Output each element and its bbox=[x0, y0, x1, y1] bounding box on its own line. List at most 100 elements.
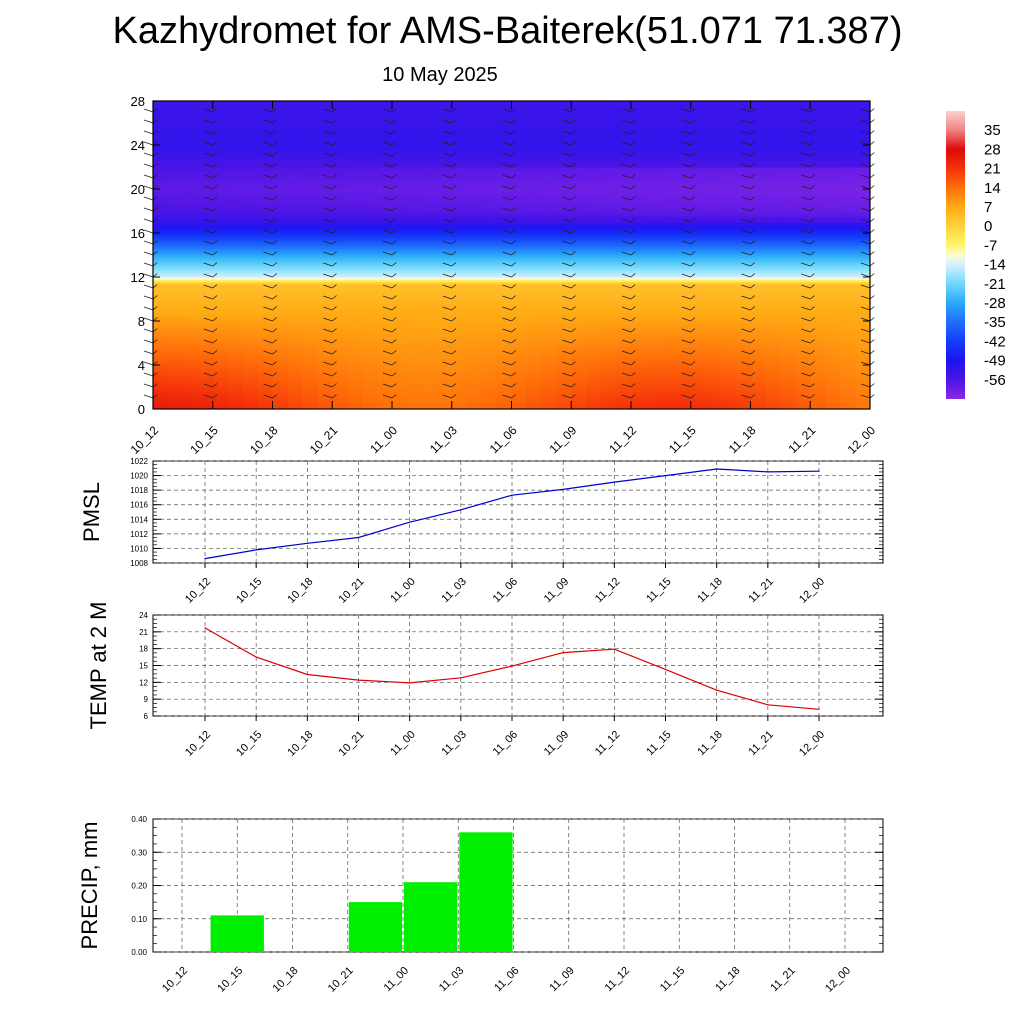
cross-section-cell bbox=[526, 162, 542, 166]
cross-section-cell bbox=[571, 107, 587, 111]
cross-section-cell bbox=[212, 395, 229, 399]
cross-section-cell bbox=[362, 395, 378, 399]
cross-section-cell bbox=[377, 367, 393, 370]
cross-section-cell bbox=[496, 373, 513, 377]
cross-section-cell bbox=[616, 391, 632, 395]
cross-section-cell bbox=[526, 349, 542, 353]
cross-section-cell bbox=[332, 334, 348, 337]
cross-section-cell bbox=[481, 189, 498, 192]
cross-section-cell bbox=[317, 123, 333, 126]
cross-section-cell bbox=[631, 305, 647, 309]
cross-section-cell bbox=[377, 123, 393, 126]
cross-section-cell bbox=[212, 272, 229, 276]
cross-section-cell bbox=[481, 279, 498, 282]
cross-section-cell bbox=[362, 138, 378, 142]
cross-section-cell bbox=[511, 191, 528, 194]
cross-section-cell bbox=[466, 343, 483, 346]
cross-section-cell bbox=[406, 127, 423, 131]
cross-section-cell bbox=[436, 180, 453, 183]
cross-section-cell bbox=[392, 208, 408, 212]
cross-section-cell bbox=[541, 153, 557, 157]
cross-section-cell bbox=[466, 349, 483, 353]
cross-section-cell bbox=[451, 259, 468, 263]
cross-section-cell bbox=[511, 261, 528, 265]
cross-section-cell bbox=[287, 193, 303, 197]
cross-section-cell bbox=[287, 371, 303, 375]
cross-section-cell bbox=[601, 246, 617, 249]
cross-section-cell bbox=[586, 400, 602, 403]
cross-section-cell bbox=[406, 292, 423, 296]
cross-section-cell bbox=[182, 103, 199, 106]
cross-section-cell bbox=[332, 329, 348, 333]
cross-section-cell bbox=[362, 279, 378, 282]
cross-section-cell bbox=[182, 285, 199, 289]
cross-section-cell bbox=[377, 204, 393, 208]
cross-section-cell bbox=[526, 310, 542, 313]
cross-section-cell bbox=[167, 120, 184, 124]
cross-section-cell bbox=[541, 354, 557, 357]
cross-section-cell bbox=[362, 147, 378, 150]
cross-section-cell bbox=[511, 222, 528, 225]
cross-section-cell bbox=[481, 219, 498, 223]
cross-section-cell bbox=[287, 314, 303, 318]
cross-section-cell bbox=[481, 149, 498, 153]
cross-section-cell bbox=[631, 250, 647, 254]
cross-section-cell bbox=[287, 112, 303, 115]
cross-section-cell bbox=[317, 204, 333, 208]
cross-section-cell bbox=[197, 173, 214, 177]
cross-section-cell bbox=[496, 272, 513, 276]
cross-section-cell bbox=[287, 296, 303, 300]
cross-section-cell bbox=[660, 178, 677, 181]
cross-section-cell bbox=[571, 347, 587, 351]
cross-section-cell bbox=[421, 178, 438, 181]
cross-section-cell bbox=[392, 362, 408, 366]
cross-section-cell bbox=[197, 279, 214, 282]
cross-section-cell bbox=[242, 279, 259, 282]
cross-section-cell bbox=[616, 318, 632, 322]
cross-section-cell bbox=[645, 208, 662, 212]
cross-section-cell bbox=[556, 239, 572, 243]
cross-section-cell bbox=[421, 116, 438, 120]
cross-section-cell bbox=[586, 107, 602, 111]
cross-section-cell bbox=[212, 301, 229, 304]
cross-section-cell bbox=[332, 380, 348, 384]
cross-section-cell bbox=[392, 347, 408, 351]
cross-section-cell bbox=[212, 329, 229, 333]
cross-section-cell bbox=[631, 244, 647, 247]
cross-section-cell bbox=[272, 378, 289, 381]
cross-section-cell bbox=[526, 360, 542, 364]
cross-section-cell bbox=[436, 151, 453, 155]
cross-section-cell bbox=[287, 206, 303, 210]
cross-section-cell bbox=[153, 151, 169, 155]
cross-section-cell bbox=[347, 373, 363, 377]
cross-section-cell bbox=[182, 127, 199, 131]
cross-section-cell bbox=[511, 347, 528, 351]
cross-section-cell bbox=[257, 204, 274, 208]
cross-section-cell bbox=[481, 180, 498, 183]
cross-section-cell bbox=[242, 288, 259, 291]
cross-section-cell bbox=[153, 345, 169, 348]
cross-section-cell bbox=[287, 195, 303, 199]
cross-section-cell bbox=[451, 270, 468, 274]
cross-section-cell bbox=[526, 226, 542, 230]
cross-section-cell bbox=[272, 134, 289, 137]
cross-section-cell bbox=[616, 120, 632, 124]
cross-section-cell bbox=[421, 288, 438, 291]
cross-section-cell bbox=[511, 123, 528, 126]
cross-section-cell bbox=[167, 367, 184, 370]
cross-section-cell bbox=[272, 336, 289, 340]
cross-section-cell bbox=[541, 376, 557, 379]
cross-section-cell bbox=[675, 384, 692, 388]
cross-section-cell bbox=[660, 371, 677, 375]
cross-section-cell bbox=[421, 171, 438, 175]
cross-section-cell bbox=[631, 268, 647, 271]
cross-section-cell bbox=[526, 373, 542, 377]
cross-section-cell bbox=[660, 123, 677, 126]
cross-section-cell bbox=[660, 316, 677, 320]
cross-section-cell bbox=[153, 241, 169, 245]
cross-section-cell bbox=[257, 321, 274, 324]
cross-section-cell bbox=[526, 329, 542, 333]
cross-section-cell bbox=[242, 224, 259, 227]
cross-section-cell bbox=[466, 184, 483, 188]
cross-section-cell bbox=[287, 215, 303, 219]
